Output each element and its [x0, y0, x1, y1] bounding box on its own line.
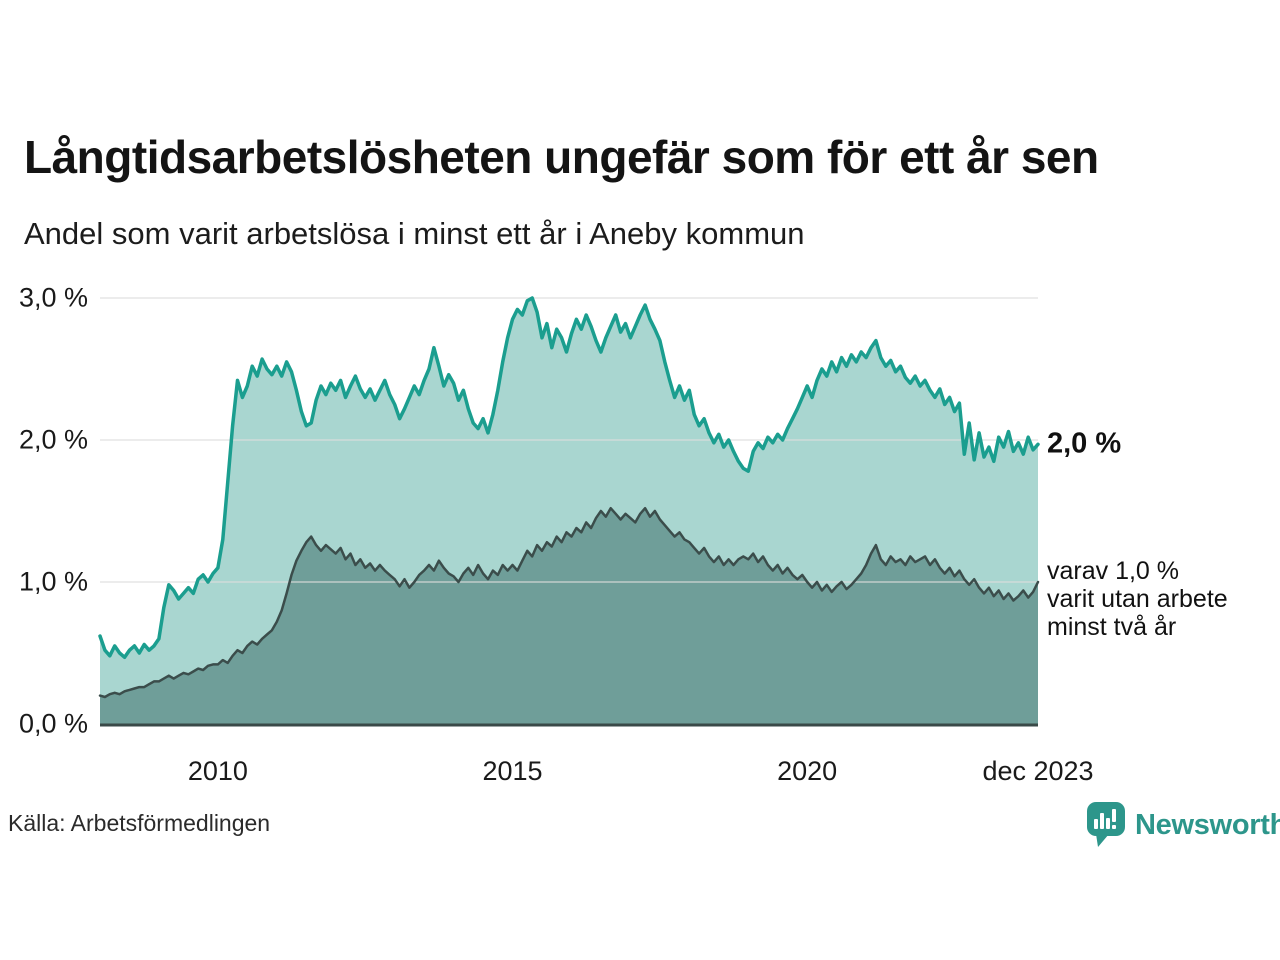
y-tick-label-0: 0,0 %: [18, 708, 88, 739]
newsworthy-logo-text: Newsworthy: [1135, 808, 1280, 841]
annotation-line-2: varit utan arbete: [1047, 585, 1228, 613]
chart-title: Långtidsarbetslösheten ungefär som för e…: [24, 131, 1099, 183]
annotation-line-3: minst två år: [1047, 613, 1177, 641]
series-line-total: [98, 296, 1040, 660]
series-area-two-years: [100, 508, 1038, 724]
bar-chart-speech-bubble-icon: [1087, 802, 1125, 847]
source-label: Källa: Arbetsförmedlingen: [8, 810, 271, 836]
y-tick-label-2: 2,0 %: [18, 424, 88, 455]
y-tick-label-1: 1,0 %: [18, 566, 88, 597]
x-tick-label-2010: 2010: [187, 756, 248, 786]
newsworthy-logo: Newsworthy: [1086, 802, 1280, 848]
y-tick-label-3: 3,0 %: [18, 282, 88, 313]
chart-subtitle: Andel som varit arbetslösa i minst ett å…: [24, 216, 805, 251]
x-tick-label-dec-2023: dec 2023: [982, 756, 1094, 786]
x-tick-label-2015: 2015: [482, 756, 543, 786]
x-tick-label-2020: 2020: [777, 756, 838, 786]
series-line-two-years: [98, 506, 1040, 699]
annotation-line-1: varav 1,0 %: [1047, 557, 1180, 585]
annotation-latest-two-years: varav 1,0 % varit utan arbete minst två …: [1047, 557, 1228, 641]
annotation-latest-total: 2,0 %: [1047, 427, 1122, 460]
